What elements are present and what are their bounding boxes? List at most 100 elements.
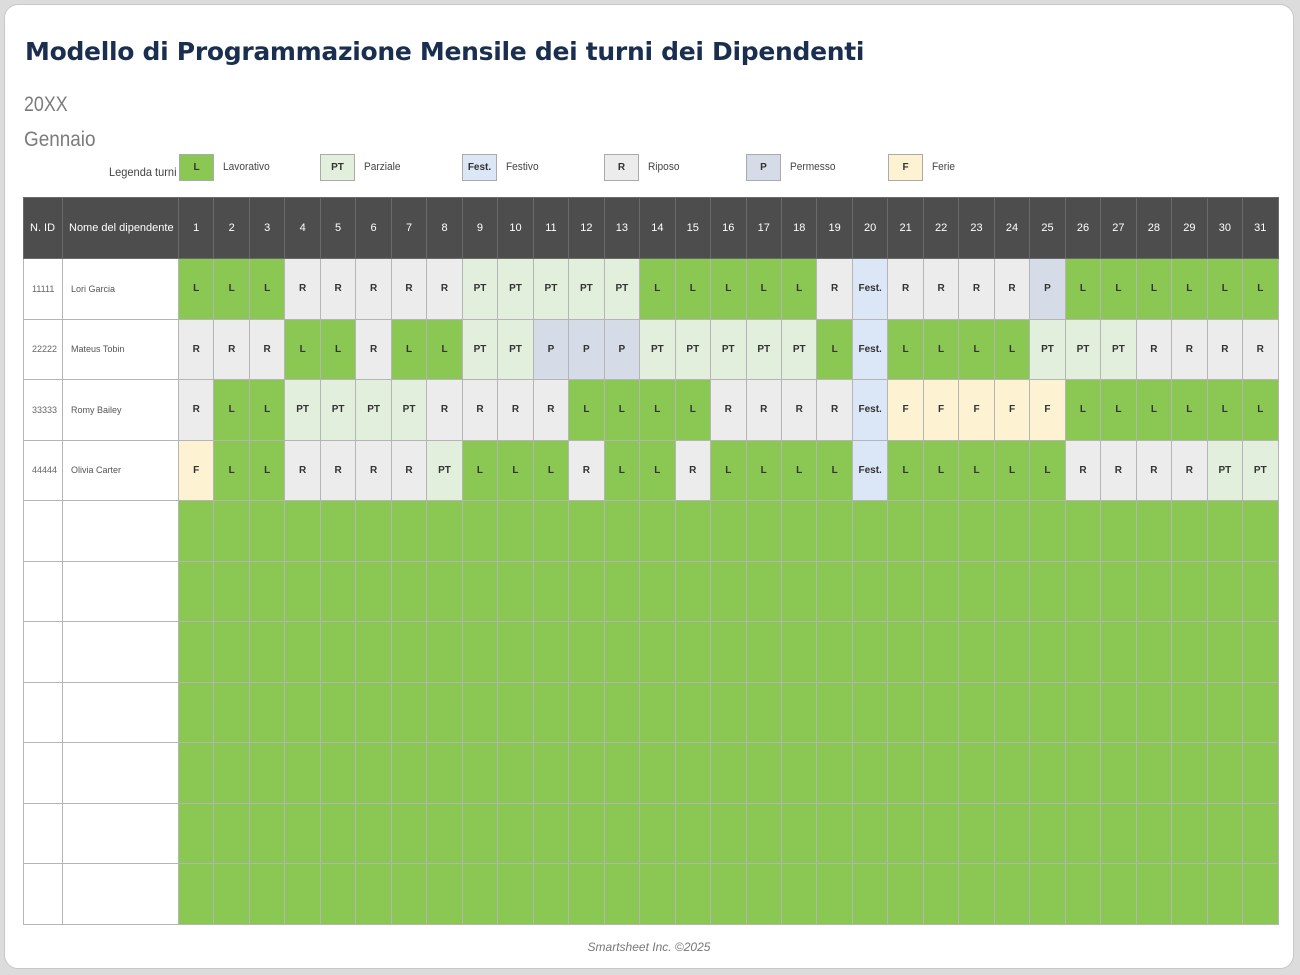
shift-cell[interactable] xyxy=(816,681,853,743)
shift-cell[interactable]: P xyxy=(1029,258,1066,320)
shift-cell[interactable]: R xyxy=(1135,439,1173,501)
shift-cell[interactable] xyxy=(1206,742,1244,804)
shift-cell[interactable] xyxy=(390,560,428,622)
shift-cell[interactable]: F xyxy=(1029,379,1066,441)
shift-cell[interactable] xyxy=(461,863,499,925)
shift-cell[interactable] xyxy=(568,560,605,622)
shift-cell[interactable]: R xyxy=(319,258,357,320)
shift-cell[interactable] xyxy=(639,802,676,864)
shift-cell[interactable]: R xyxy=(461,379,499,441)
shift-cell[interactable] xyxy=(355,621,392,683)
shift-cell[interactable] xyxy=(1100,560,1137,622)
shift-cell[interactable] xyxy=(958,742,995,804)
shift-cell[interactable] xyxy=(319,802,357,864)
shift-cell[interactable] xyxy=(426,802,463,864)
shift-cell[interactable]: L xyxy=(922,439,960,501)
shift-cell[interactable] xyxy=(177,681,215,743)
shift-cell[interactable] xyxy=(461,802,499,864)
shift-cell[interactable] xyxy=(390,621,428,683)
shift-cell[interactable]: R xyxy=(390,439,428,501)
shift-cell[interactable]: L xyxy=(177,258,215,320)
shift-cell[interactable] xyxy=(177,560,215,622)
shift-cell[interactable] xyxy=(1171,742,1208,804)
shift-cell[interactable] xyxy=(284,500,321,562)
shift-cell[interactable] xyxy=(993,802,1031,864)
shift-cell[interactable] xyxy=(355,681,392,743)
shift-cell[interactable] xyxy=(532,802,570,864)
shift-cell[interactable] xyxy=(674,742,712,804)
shift-cell[interactable] xyxy=(922,742,960,804)
shift-cell[interactable] xyxy=(532,681,570,743)
shift-cell[interactable]: L xyxy=(461,439,499,501)
shift-cell[interactable] xyxy=(710,863,747,925)
month-label[interactable]: Gennaio xyxy=(24,128,96,151)
shift-cell[interactable] xyxy=(639,621,676,683)
shift-cell[interactable] xyxy=(213,560,250,622)
shift-cell[interactable] xyxy=(568,863,605,925)
shift-cell[interactable] xyxy=(603,681,641,743)
shift-cell[interactable] xyxy=(461,742,499,804)
shift-cell[interactable] xyxy=(816,621,853,683)
shift-cell[interactable]: PT xyxy=(461,318,499,380)
shift-cell[interactable] xyxy=(1100,802,1137,864)
shift-cell[interactable]: R xyxy=(390,258,428,320)
shift-cell[interactable] xyxy=(1171,802,1208,864)
employee-id-cell[interactable]: 22222 xyxy=(23,318,63,380)
employee-id-cell[interactable] xyxy=(23,802,63,864)
shift-cell[interactable] xyxy=(497,621,534,683)
shift-cell[interactable]: L xyxy=(639,439,676,501)
shift-cell[interactable] xyxy=(461,560,499,622)
shift-cell[interactable] xyxy=(887,500,924,562)
shift-cell[interactable]: Fest. xyxy=(851,258,889,320)
shift-cell[interactable] xyxy=(922,560,960,622)
shift-cell[interactable] xyxy=(887,863,924,925)
shift-cell[interactable]: L xyxy=(248,439,286,501)
shift-cell[interactable]: L xyxy=(780,439,818,501)
shift-cell[interactable]: R xyxy=(568,439,605,501)
shift-cell[interactable]: L xyxy=(319,318,357,380)
year-label[interactable]: 20XX xyxy=(24,93,68,116)
shift-cell[interactable] xyxy=(745,681,782,743)
shift-cell[interactable] xyxy=(390,742,428,804)
shift-cell[interactable] xyxy=(958,681,995,743)
shift-cell[interactable] xyxy=(532,742,570,804)
shift-cell[interactable]: L xyxy=(1029,439,1066,501)
shift-cell[interactable] xyxy=(603,863,641,925)
shift-cell[interactable] xyxy=(213,500,250,562)
shift-cell[interactable]: R xyxy=(177,318,215,380)
shift-cell[interactable] xyxy=(532,621,570,683)
shift-cell[interactable] xyxy=(639,863,676,925)
shift-cell[interactable] xyxy=(851,802,889,864)
shift-cell[interactable]: R xyxy=(1100,439,1137,501)
shift-cell[interactable] xyxy=(922,863,960,925)
shift-cell[interactable]: F xyxy=(993,379,1031,441)
shift-cell[interactable]: PT xyxy=(426,439,463,501)
shift-cell[interactable]: L xyxy=(780,258,818,320)
shift-cell[interactable]: R xyxy=(284,439,321,501)
shift-cell[interactable] xyxy=(993,621,1031,683)
shift-cell[interactable]: Fest. xyxy=(851,439,889,501)
shift-cell[interactable] xyxy=(1029,742,1066,804)
shift-cell[interactable] xyxy=(532,500,570,562)
shift-cell[interactable]: L xyxy=(993,318,1031,380)
shift-cell[interactable] xyxy=(1135,560,1173,622)
shift-cell[interactable]: PT xyxy=(568,258,605,320)
shift-cell[interactable] xyxy=(1135,681,1173,743)
shift-cell[interactable] xyxy=(213,863,250,925)
shift-cell[interactable]: P xyxy=(532,318,570,380)
shift-cell[interactable] xyxy=(1206,863,1244,925)
shift-cell[interactable] xyxy=(461,681,499,743)
shift-cell[interactable]: R xyxy=(710,379,747,441)
shift-cell[interactable] xyxy=(568,681,605,743)
shift-cell[interactable]: L xyxy=(390,318,428,380)
shift-cell[interactable]: R xyxy=(355,258,392,320)
shift-cell[interactable] xyxy=(993,863,1031,925)
shift-cell[interactable] xyxy=(426,500,463,562)
shift-cell[interactable] xyxy=(355,500,392,562)
shift-cell[interactable] xyxy=(1100,863,1137,925)
shift-cell[interactable]: R xyxy=(248,318,286,380)
employee-name-cell[interactable]: Lori Garcia xyxy=(62,258,179,320)
shift-cell[interactable]: R xyxy=(780,379,818,441)
shift-cell[interactable]: L xyxy=(1100,379,1137,441)
shift-cell[interactable] xyxy=(710,500,747,562)
